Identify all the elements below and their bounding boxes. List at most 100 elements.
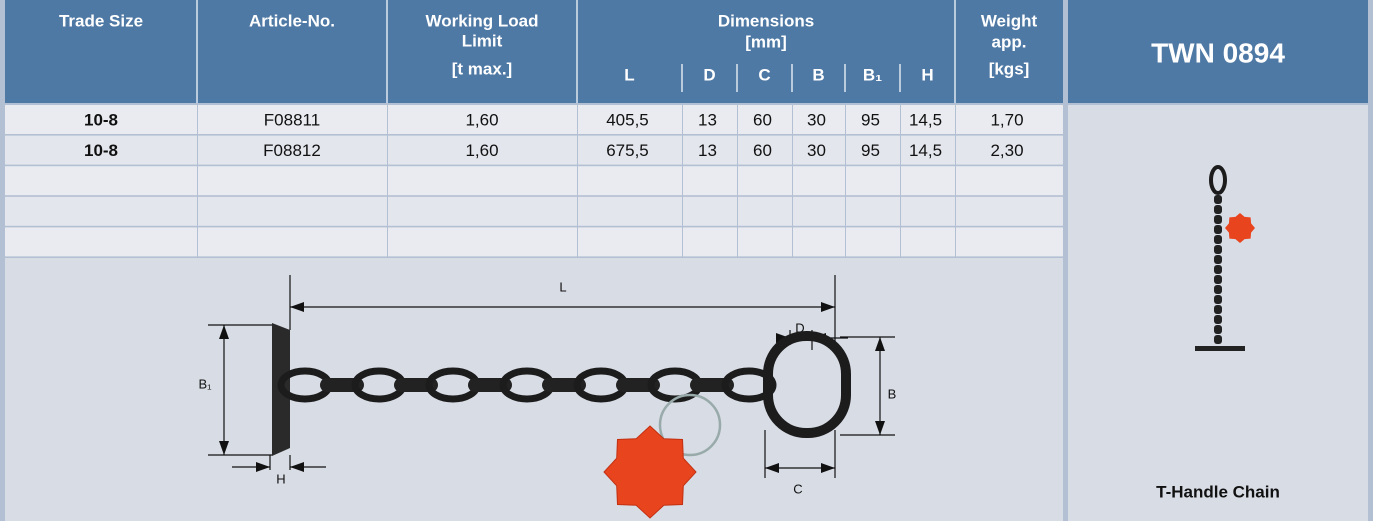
product-header — [1068, 0, 1368, 103]
chain-link — [1214, 315, 1222, 324]
dim-label: C — [793, 481, 802, 496]
table-cell-text: 13 — [698, 141, 717, 160]
table-cell — [388, 227, 577, 257]
table-cell — [578, 196, 682, 226]
table-cell-text: 95 — [861, 110, 880, 129]
product-code: TWN 0894 — [1151, 37, 1285, 68]
chain-link — [1214, 235, 1222, 244]
table-cell — [956, 227, 1063, 257]
table-cell-text: 60 — [753, 141, 772, 160]
table-header — [5, 0, 1063, 103]
table-cell-text: 10-8 — [84, 110, 118, 129]
table-cell — [846, 227, 900, 257]
dim-label: H — [276, 471, 285, 486]
table-cell — [578, 105, 682, 134]
table-cell-text: 14,5 — [909, 141, 942, 160]
header-cell: H — [921, 65, 933, 84]
product-name: T-Handle Chain — [1156, 482, 1280, 501]
table-cell — [198, 105, 387, 134]
header-cell: Weight — [981, 11, 1038, 30]
header-cell: C — [758, 65, 770, 84]
header-cell: [mm] — [745, 32, 787, 51]
table-cell-text: F08812 — [263, 141, 321, 160]
header-cell: Working Load — [425, 11, 538, 30]
table-cell-text: 10-8 — [84, 141, 118, 160]
table-cell — [5, 135, 197, 165]
table-cell-text: 60 — [753, 110, 772, 129]
table-cell — [683, 105, 737, 134]
chain-link — [1214, 285, 1222, 294]
table-cell — [793, 166, 845, 196]
product-image — [1195, 165, 1255, 351]
table-cell-text: 1,70 — [990, 110, 1023, 129]
table-cell — [578, 166, 682, 196]
table-cell-text: 30 — [807, 110, 826, 129]
dimension-labels: L D B B₁ H C — [198, 279, 896, 496]
table-cell — [956, 166, 1063, 196]
drawing-area — [5, 258, 1063, 521]
chain-link — [1214, 295, 1222, 304]
table-cell — [683, 196, 737, 226]
table-cell — [388, 166, 577, 196]
chain-link — [1214, 325, 1222, 334]
table-cell — [738, 135, 792, 165]
header-cell: B — [812, 65, 824, 84]
table-cell — [901, 135, 955, 165]
table-cell-text: 14,5 — [909, 110, 942, 129]
header-cell: Article-No. — [249, 11, 335, 30]
dim-label: B₁ — [198, 376, 212, 391]
chain-link — [1214, 205, 1222, 214]
header-cell: D — [703, 65, 715, 84]
table-cell — [578, 227, 682, 257]
table-cell — [683, 135, 737, 165]
table-cell — [683, 166, 737, 196]
table-cell-text: 30 — [807, 141, 826, 160]
table-cell — [388, 105, 577, 134]
table-cell — [198, 166, 387, 196]
table-cell — [198, 227, 387, 257]
header-cell: Limit — [462, 31, 503, 50]
table-cell-text: 405,5 — [606, 110, 649, 129]
table-cell — [846, 105, 900, 134]
table-cell — [683, 227, 737, 257]
table-cell — [738, 105, 792, 134]
chain-link — [1214, 195, 1222, 204]
dim-label: B — [888, 386, 897, 401]
chain-link — [1214, 225, 1222, 234]
header-cell: B₁ — [863, 65, 882, 84]
table-cell — [846, 166, 900, 196]
chain-drawing — [272, 323, 851, 519]
table-cell — [5, 105, 197, 134]
table-cell — [793, 196, 845, 226]
table-cell — [5, 196, 197, 226]
red-tag — [603, 425, 697, 519]
table-cell — [901, 105, 955, 134]
table-cell-text: F08811 — [264, 110, 320, 129]
table-cell-text: 675,5 — [606, 141, 649, 160]
table-cell — [901, 166, 955, 196]
header-cell: app. — [992, 32, 1027, 51]
header-cell: Dimensions — [718, 11, 814, 30]
table-cell — [738, 196, 792, 226]
table-cell — [956, 105, 1063, 134]
table-cell-text: 1,60 — [465, 110, 498, 129]
table-cell — [5, 227, 197, 257]
table-cell — [846, 196, 900, 226]
chain-link — [1214, 305, 1222, 314]
chain-link — [1214, 245, 1222, 254]
chain-link — [1214, 255, 1222, 264]
table-cell — [198, 196, 387, 226]
table-cell — [738, 227, 792, 257]
table-cell — [738, 166, 792, 196]
table-cell — [956, 135, 1063, 165]
table-cell-text: 2,30 — [990, 141, 1023, 160]
red-tag — [1225, 213, 1255, 243]
chain-link — [1214, 335, 1222, 344]
chain-link — [1209, 165, 1227, 195]
header-labels: Trade Size Article-No. Working Load Limi… — [59, 11, 1285, 78]
header-cell: [kgs] — [989, 59, 1030, 78]
table-cell-text: 1,60 — [465, 141, 498, 160]
end-link — [763, 331, 851, 438]
table-cell — [956, 196, 1063, 226]
